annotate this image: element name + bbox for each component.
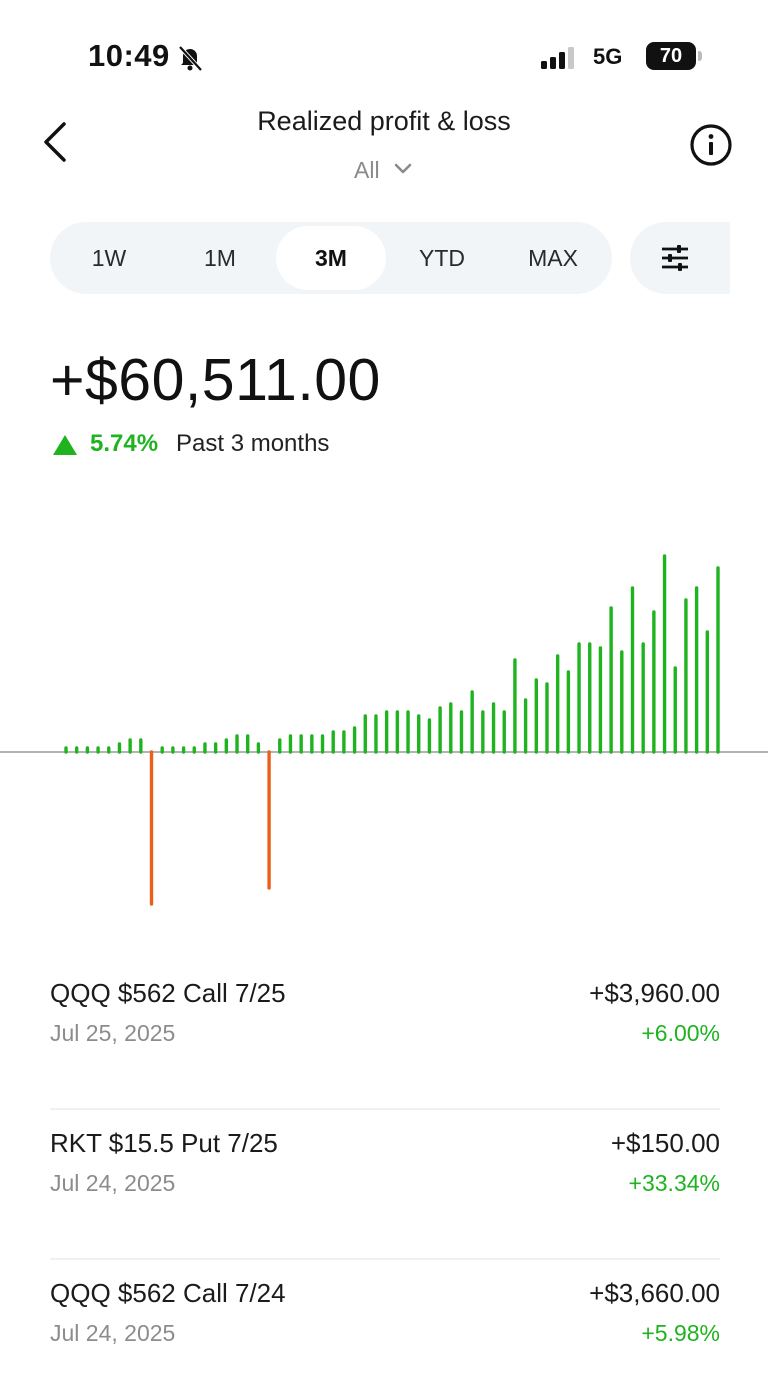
bell-muted-icon <box>178 45 203 72</box>
chevron-down-icon <box>394 163 412 174</box>
trade-row[interactable]: RKT $15.5 Put 7/25 Jul 24, 2025 +$150.00… <box>50 1110 720 1260</box>
time-range-tabs: 1W 1M 3M YTD MAX <box>50 222 612 294</box>
tab-1w[interactable]: 1W <box>91 245 127 271</box>
trade-row[interactable]: QQQ $562 Call 7/24 Jul 24, 2025 +$3,660.… <box>50 1260 720 1384</box>
change-period: Past 3 months <box>176 430 330 457</box>
trade-percent: +33.34% <box>628 1170 720 1196</box>
trade-date: Jul 24, 2025 <box>50 1170 176 1196</box>
battery-icon: 70 <box>646 42 702 72</box>
tab-ytd[interactable]: YTD <box>419 245 465 271</box>
trade-date: Jul 24, 2025 <box>50 1320 176 1346</box>
trade-name: QQQ $562 Call 7/24 <box>50 1278 286 1308</box>
network-type: 5G <box>593 44 623 69</box>
trade-amount: +$3,660.00 <box>589 1278 720 1308</box>
account-filter-dropdown[interactable]: All <box>340 154 430 188</box>
tab-max[interactable]: MAX <box>528 245 578 271</box>
trade-name: RKT $15.5 Put 7/25 <box>50 1128 278 1158</box>
change-percent: 5.74% <box>90 430 159 457</box>
trade-percent: +5.98% <box>641 1320 720 1346</box>
trades-list: QQQ $562 Call 7/25 Jul 25, 2025 +$3,960.… <box>50 960 720 1384</box>
battery-level: 70 <box>646 42 696 70</box>
info-icon[interactable] <box>688 122 734 168</box>
trade-amount: +$3,960.00 <box>589 978 720 1008</box>
chart-settings-button[interactable] <box>630 222 730 294</box>
trade-name: QQQ $562 Call 7/25 <box>50 978 286 1008</box>
up-triangle-icon <box>53 435 77 455</box>
total-realized-pnl: +$60,511.00 <box>50 347 381 413</box>
trade-amount: +$150.00 <box>610 1128 720 1158</box>
status-bar: 10:49 5G 70 <box>0 0 768 110</box>
back-button[interactable] <box>36 118 80 166</box>
trade-percent: +6.00% <box>641 1020 720 1046</box>
tab-3m[interactable]: 3M <box>276 226 386 290</box>
trade-row[interactable]: QQQ $562 Call 7/25 Jul 25, 2025 +$3,960.… <box>50 960 720 1110</box>
page-title: Realized profit & loss <box>257 106 511 136</box>
tab-1m[interactable]: 1M <box>204 245 236 271</box>
battery-tip <box>698 51 702 61</box>
account-filter-label: All <box>354 157 380 183</box>
signal-icon <box>541 47 574 69</box>
status-time: 10:49 <box>88 38 170 73</box>
trade-date: Jul 25, 2025 <box>50 1020 176 1046</box>
sliders-icon <box>662 245 688 271</box>
pnl-bar-chart <box>0 554 768 906</box>
